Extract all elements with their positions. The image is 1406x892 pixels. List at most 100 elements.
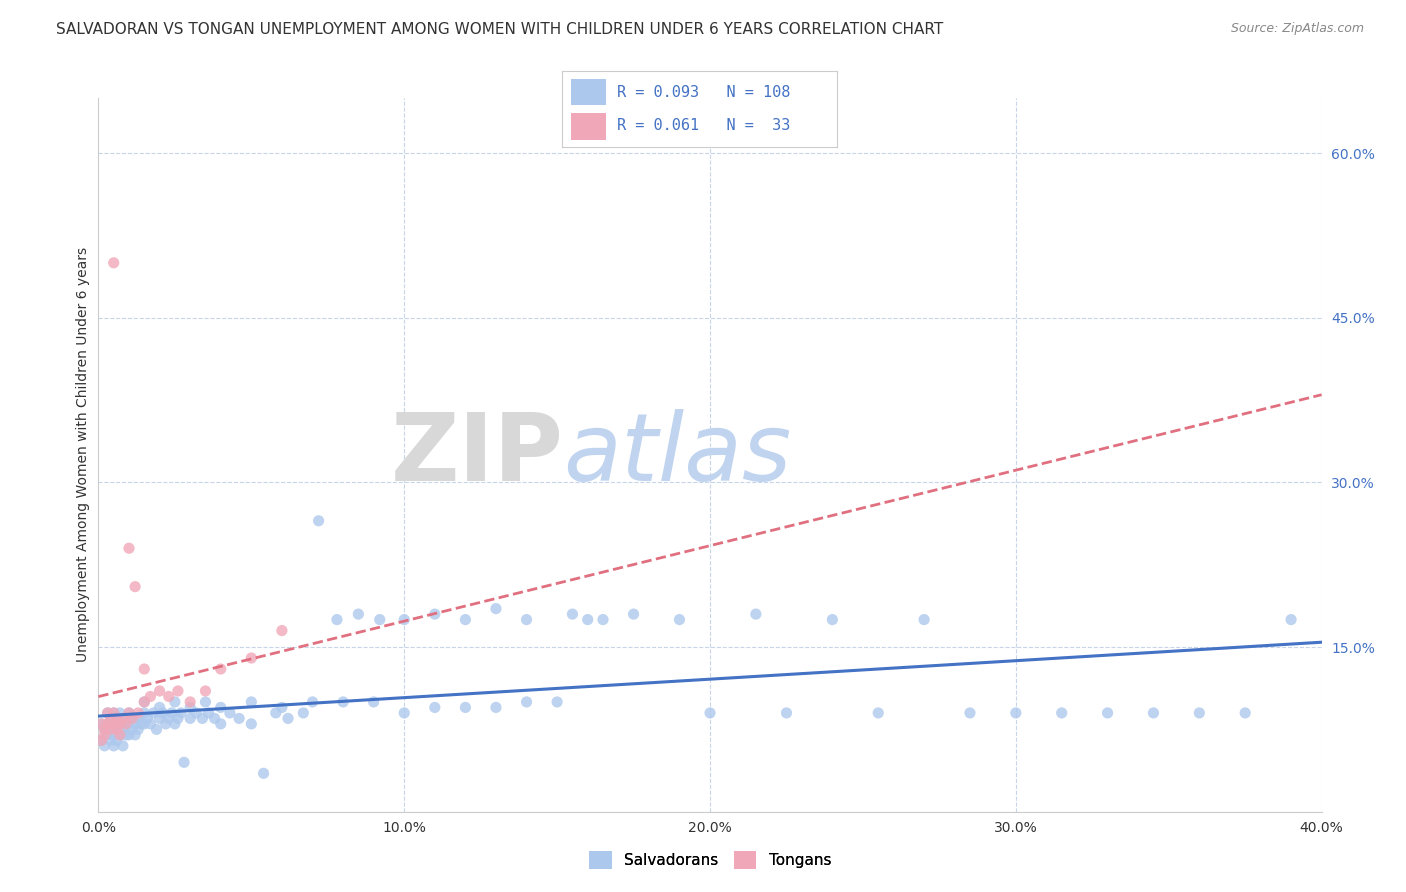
Point [121,711,143,725]
Point [103,739,125,753]
Point [277,711,299,725]
Point [139,717,162,731]
Point [228,711,250,725]
Point [160,706,183,720]
Point [194,684,217,698]
Point [775,706,797,720]
Point [347,607,370,621]
Y-axis label: Unemployment Among Women with Children Under 6 years: Unemployment Among Women with Children U… [76,247,90,663]
Point [363,695,385,709]
Point [152,706,174,720]
Point [124,717,146,731]
Point [179,711,201,725]
Point [93,723,115,737]
Point [111,711,134,725]
Point [423,607,446,621]
Point [90,717,112,731]
Point [134,717,156,731]
Point [145,723,167,737]
Point [136,711,159,725]
Point [100,733,122,747]
Point [326,613,349,627]
Text: atlas: atlas [564,409,792,500]
Point [209,700,232,714]
Point [108,728,131,742]
Point [97,706,120,720]
Point [129,717,152,731]
Point [191,711,214,725]
Point [197,706,219,720]
Point [546,695,568,709]
Point [105,711,128,725]
Point [308,514,330,528]
Text: Source: ZipAtlas.com: Source: ZipAtlas.com [1230,22,1364,36]
Point [134,706,156,720]
Point [1188,706,1211,720]
Point [93,723,115,737]
Point [576,613,599,627]
Point [167,711,190,725]
Point [301,695,323,709]
Point [1050,706,1073,720]
Point [103,717,125,731]
Point [423,700,446,714]
Point [97,706,120,720]
Point [516,695,538,709]
Legend: Salvadorans, Tongans: Salvadorans, Tongans [582,845,838,875]
Point [97,717,120,731]
Point [252,766,274,780]
Point [163,695,186,709]
Point [209,717,232,731]
Point [134,695,156,709]
Point [124,580,146,594]
Point [332,695,354,709]
Point [111,739,134,753]
Point [127,711,149,725]
Point [105,711,128,725]
Point [103,706,125,720]
Bar [571,113,606,140]
Point [157,690,180,704]
Point [240,651,263,665]
Point [100,711,122,725]
Point [115,717,138,731]
Point [270,700,292,714]
Point [1279,613,1302,627]
Point [368,613,391,627]
Point [623,607,645,621]
Point [139,690,162,704]
Point [1234,706,1257,720]
Text: R = 0.093   N = 108: R = 0.093 N = 108 [617,85,790,100]
Text: ZIP: ZIP [391,409,564,501]
Point [105,723,128,737]
Point [100,723,122,737]
Point [1004,706,1026,720]
Point [118,728,141,742]
Point [868,706,890,720]
Point [912,613,935,627]
Point [170,706,193,720]
Point [157,711,180,725]
Point [149,684,172,698]
Point [108,728,131,742]
Point [100,711,122,725]
Point [392,613,416,627]
Point [204,711,226,725]
Point [111,723,134,737]
Point [292,706,315,720]
Point [163,717,186,731]
Point [134,662,156,676]
Point [121,723,143,737]
Point [149,711,172,725]
Point [118,541,141,556]
Point [100,723,122,737]
Point [454,700,477,714]
Point [219,706,242,720]
Point [270,624,292,638]
Point [173,756,195,770]
Point [108,717,131,731]
Point [103,717,125,731]
Point [240,695,263,709]
Point [179,700,201,714]
Point [90,733,112,747]
